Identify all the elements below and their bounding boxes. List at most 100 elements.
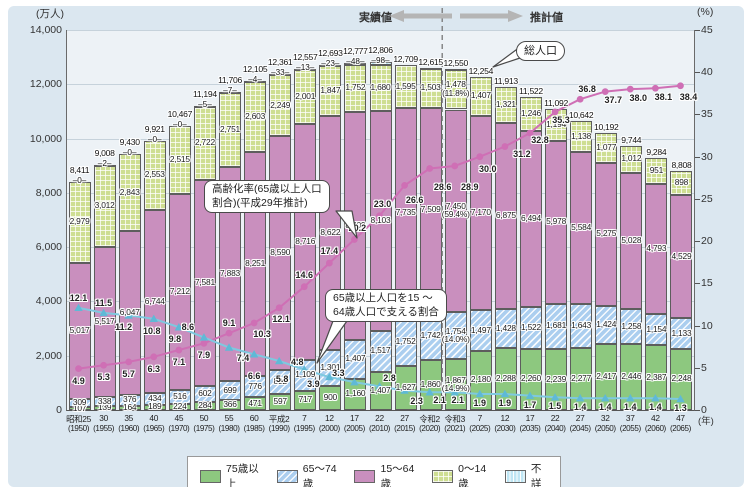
total-population-label: 12,361	[267, 57, 293, 68]
segment-value-label: 2,249	[270, 99, 291, 110]
rate-value-label: 8.6	[181, 322, 195, 333]
x-tick-year-label: (2015)	[394, 424, 416, 433]
right-axis-tick	[694, 198, 700, 200]
segment-value-label: 338	[97, 395, 112, 406]
total-population-label: 8,808	[671, 159, 692, 170]
rate-value-label: 20.2	[348, 223, 367, 234]
rate-value-label: 2.1	[451, 395, 464, 406]
right-axis-tick	[694, 410, 700, 411]
segment-value-label: 2,603	[245, 110, 266, 121]
right-axis-tick-label: 25	[701, 192, 713, 205]
segment-value-label: 366	[223, 399, 237, 410]
rate-value-label: 30.0	[479, 163, 497, 174]
rate-value-label: 1.5	[548, 401, 562, 412]
segment-value-label: 189	[148, 401, 162, 412]
x-tick-era-label: 35	[124, 413, 134, 423]
x-tick-era-label: 12	[324, 413, 334, 423]
bar-segment-f75	[193, 402, 216, 410]
legend-item: 0～14歳	[432, 461, 490, 487]
segment-value-label: 139	[97, 402, 112, 413]
x-tick-year-label: (2065)	[669, 424, 691, 433]
segment-value-label: 898	[674, 177, 689, 188]
total-population-label: 12,693	[318, 48, 343, 59]
bar-segment-funk	[344, 63, 367, 66]
unknown-value-label: –0–	[173, 119, 187, 129]
left-axis-tick-label: 14,000	[29, 24, 62, 36]
left-axis-tick-label: 8,000	[35, 186, 62, 199]
x-tick-era-label: 27	[400, 413, 409, 423]
rate-value-label: 1.4	[598, 402, 612, 413]
x-tick-era-label: 22	[375, 413, 384, 423]
right-axis-tick-label: 20	[701, 235, 713, 248]
bar-segment-f75	[168, 403, 191, 410]
legend-item: 75歳以上	[200, 461, 262, 487]
x-tick-year-label: (1975)	[193, 424, 215, 433]
rate-value-label: 17.4	[320, 246, 339, 257]
segment-value-label: 8,251	[245, 258, 266, 269]
x-tick-year-label: (2010)	[368, 424, 390, 433]
segment-value-label: 2,843	[119, 186, 140, 197]
unknown-value-label: –4–	[248, 75, 262, 85]
x-tick-era-label: 40	[149, 413, 159, 423]
bar-segment-f75	[219, 400, 242, 410]
right-axis-tick-label: 30	[701, 150, 713, 163]
x-axis-unit: (年)	[698, 416, 714, 427]
total-population-label: 11,913	[493, 75, 518, 86]
rate-value-label: 7.4	[236, 352, 250, 363]
x-tick-year-label: (2000)	[318, 424, 340, 433]
bar-segment-funk	[319, 65, 342, 68]
rate-value-label: 1.4	[649, 402, 662, 413]
right-axis-tick-label: 15	[701, 277, 713, 290]
support-ratio-callout: 65歳以上人口を15 ～ 64歳人口で支える割合	[325, 289, 447, 323]
segment-value-label: 6,047	[119, 307, 140, 318]
segment-value-label: 1,407	[345, 353, 366, 364]
legend-label: 65～74歳	[302, 463, 337, 487]
legend-item: 65～74歳	[276, 461, 340, 487]
rate-value-label: 28.9	[460, 181, 479, 192]
x-tick-era-label: 32	[600, 413, 610, 423]
segment-value-label: 164	[123, 401, 137, 412]
rate-value-label: 2.8	[383, 373, 396, 384]
x-tick-era-label: 42	[651, 413, 660, 423]
rate-value-label: 36.8	[578, 84, 596, 95]
bar-segment-funk	[419, 67, 442, 70]
bar-segment-funk	[369, 62, 392, 66]
legend-swatch	[504, 469, 526, 483]
x-tick-era-label: 30	[99, 413, 108, 423]
rate-value-label: 4.8	[290, 357, 304, 368]
x-tick-year-label: (2040)	[544, 424, 566, 433]
rate-value-label: 3.9	[307, 379, 320, 390]
total-population-label: 12,557	[293, 52, 318, 63]
rate-value-label: 2.3	[410, 395, 423, 406]
unknown-value-label: –0–	[72, 175, 87, 185]
x-tick-era-label: 27	[575, 413, 585, 423]
segment-value-label: 284	[198, 400, 212, 411]
x-tick-year-label: (2050)	[594, 424, 616, 433]
total-population-label: 12,709	[393, 54, 418, 65]
right-axis-tick-label: 5	[701, 361, 707, 374]
x-tick-era-label: 令和3	[444, 414, 465, 424]
unknown-value-label: –7–	[223, 86, 237, 96]
legend-label: 75歳以上	[226, 463, 259, 487]
segment-value-label: 1,321	[495, 98, 516, 109]
right-axis-tick-label: 40	[701, 66, 713, 79]
right-axis-tick	[694, 367, 700, 369]
x-tick-year-label: (1985)	[243, 424, 265, 433]
legend-item: 15～64歳	[354, 461, 417, 487]
rate-value-label: 7.9	[197, 350, 211, 361]
rate-value-label: 1.7	[523, 399, 537, 410]
total-population-label: 12,777	[343, 46, 368, 57]
legend-swatch	[200, 469, 222, 483]
bar-segment-f75	[93, 406, 116, 410]
total-population-label: 12,806	[368, 45, 393, 56]
x-tick-year-label: (2021)	[444, 424, 466, 433]
segment-value-label: 2,751	[220, 123, 240, 134]
total-population-label: 12,615	[418, 56, 443, 67]
x-tick-year-label: (2025)	[469, 424, 491, 433]
segment-value-label: 6,744	[144, 295, 165, 306]
bar-segment-funk	[269, 74, 292, 77]
segment-value-label: 2,979	[69, 216, 90, 227]
total-population-label: 12,550	[443, 58, 468, 69]
x-tick-year-label: (1955)	[93, 424, 115, 433]
